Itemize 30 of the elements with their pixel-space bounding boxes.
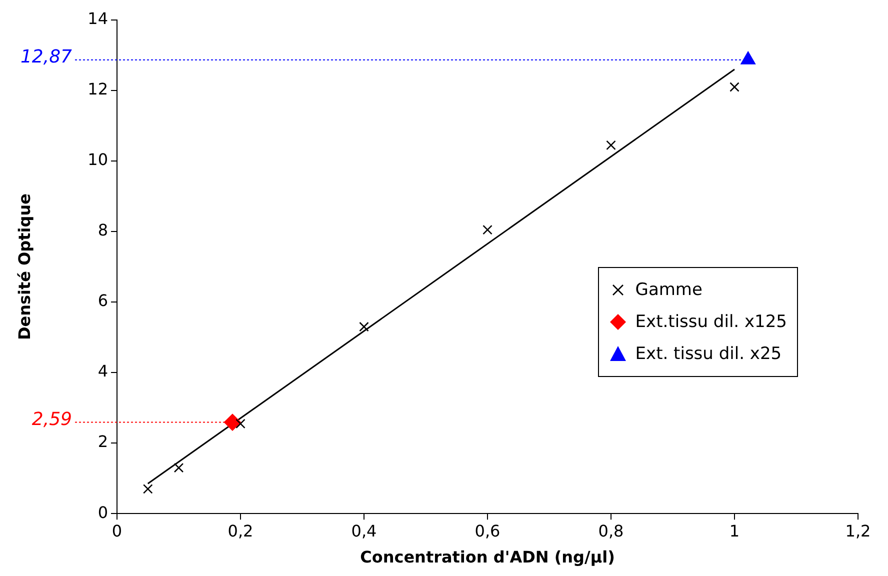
x-axis-title: Concentration d'ADN (ng/µl)	[360, 548, 615, 567]
point	[236, 418, 246, 429]
y-tick-label: 0	[98, 502, 108, 522]
y-tick-label: 6	[98, 291, 108, 310]
y-axis-title: Densité Optique	[14, 193, 34, 340]
ref-line-label: 2,59	[32, 408, 72, 430]
point	[359, 322, 369, 332]
x-tick-label: 0,6	[474, 521, 500, 540]
point	[174, 462, 184, 473]
x-tick-label: 1,2	[845, 521, 871, 540]
x-tick-label: 0,2	[228, 521, 254, 540]
y-tick-label: 12	[88, 80, 108, 99]
y-tick-label: 2	[98, 432, 108, 452]
point	[142, 484, 153, 494]
x-tick-label: 1	[729, 521, 740, 540]
legend-label: Gamme	[635, 280, 702, 300]
y-tick-label: 14	[88, 9, 108, 28]
ref-line-label: 12,87	[20, 46, 73, 68]
y-tick-label: 8	[98, 220, 108, 240]
legend-label: Ext.tissu dil. x125	[635, 312, 787, 332]
point	[730, 82, 740, 92]
point	[606, 140, 616, 150]
x-tick-label: 0,8	[598, 521, 624, 540]
x-tick-label: 0,4	[351, 521, 377, 540]
point	[482, 224, 492, 235]
y-tick-label: 10	[88, 150, 108, 170]
x-tick-label: 0	[112, 521, 122, 540]
point	[224, 414, 241, 431]
y-tick-label: 4	[98, 362, 108, 381]
legend-label: Ext. tissu dil. x25	[635, 344, 782, 364]
